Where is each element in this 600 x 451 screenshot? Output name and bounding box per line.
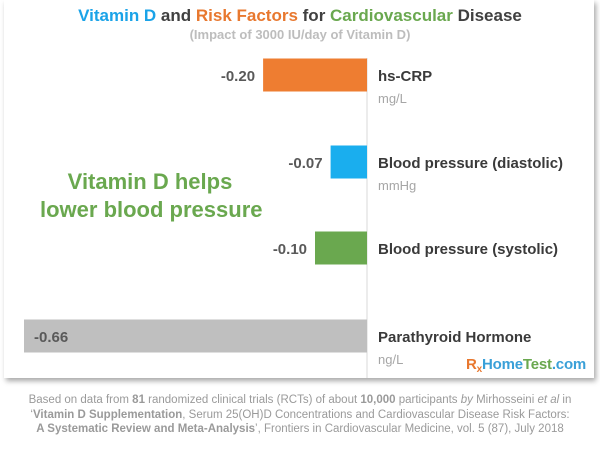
footer-author: Mirhosseini — [472, 394, 538, 406]
category-label: Blood pressure (systolic) — [378, 241, 558, 258]
unit-label: ng/L — [378, 352, 403, 367]
footer-text: by — [460, 394, 473, 406]
footer-paper-subtitle: A Systematic Review and Meta-Analysis — [36, 423, 256, 435]
value-label: -0.10 — [273, 241, 307, 258]
title-risk-factors: Risk Factors — [195, 6, 298, 25]
title-for: for — [297, 6, 331, 25]
chart-subtitle: (Impact of 3000 IU/day of Vitamin D) — [189, 27, 411, 42]
brand-logo: RxHomeTest.com — [466, 356, 586, 375]
callout-text: Vitamin D helps lower blood pressure — [40, 168, 263, 224]
brand-rx-sub: x — [476, 364, 483, 375]
brand-home: Home — [482, 356, 523, 373]
title-vitamin-d: Vitamin D — [78, 6, 157, 25]
footer-rct-count: 81 — [132, 394, 145, 406]
footer-text: , Serum 25(OH)D Concentrations and Cardi… — [182, 408, 570, 421]
bar — [263, 58, 367, 92]
bar-chart: -0.20 hs-CRP mg/L -0.07 Blood pressure (dias… — [24, 58, 563, 378]
footer-text: participants — [395, 394, 461, 406]
callout-line-1: Vitamin D helps — [67, 169, 233, 194]
title-cardiovascular: Cardiovascular — [330, 6, 453, 25]
footer-text: randomized clinical trials (RCTs) of abo… — [144, 394, 361, 406]
footer-participants: 10,000 — [360, 394, 396, 406]
brand-test: Test — [522, 356, 552, 373]
title-and: and — [156, 6, 196, 25]
source-footnote: Based on data from 81 randomized clinica… — [8, 393, 592, 437]
footer-paper-title: Vitamin D Supplementation — [32, 408, 183, 421]
footer-text: ‘ — [30, 408, 33, 421]
brand-dotcom: .com — [551, 356, 587, 373]
category-label: hs-CRP — [378, 68, 432, 85]
footer-et-al: et al — [537, 394, 560, 406]
footer-journal: ’, Frontiers in Cardiovascular Medicine,… — [255, 423, 564, 435]
category-label: Blood pressure (diastolic) — [378, 155, 563, 172]
value-label: -0.20 — [221, 68, 255, 85]
bar — [315, 231, 367, 265]
value-label: -0.07 — [288, 155, 322, 172]
unit-label: mmHg — [378, 178, 416, 193]
callout-line-2: lower blood pressure — [40, 197, 263, 222]
bar — [330, 145, 367, 179]
category-label: Parathyroid Hormone — [378, 329, 531, 346]
title-disease: Disease — [452, 6, 522, 25]
bar — [24, 319, 367, 353]
value-label: -0.66 — [34, 329, 68, 346]
unit-label: mg/L — [378, 91, 407, 106]
footer-text: Based on data from — [28, 394, 133, 406]
chart-title: Vitamin D and Risk Factors for Cardiovas… — [0, 6, 600, 26]
brand-rx: R — [466, 356, 477, 373]
footer-text: in — [559, 394, 572, 406]
